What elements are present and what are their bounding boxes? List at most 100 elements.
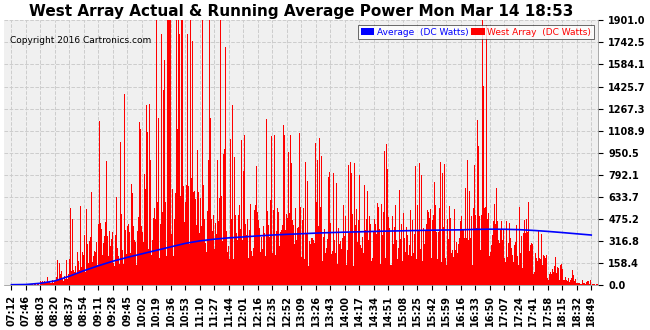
Bar [139,122,140,285]
Bar [510,238,511,285]
Bar [315,144,316,285]
Bar [167,20,168,285]
Bar [384,151,385,285]
Bar [269,237,270,285]
Bar [163,209,164,285]
Bar [458,244,459,285]
Bar [160,198,161,285]
Bar [421,175,422,285]
Bar [519,207,520,285]
Bar [409,245,410,285]
Bar [171,234,172,285]
Bar [415,166,416,285]
Bar [564,280,565,285]
Bar [87,244,88,285]
Bar [240,140,242,285]
Bar [545,258,546,285]
Bar [561,264,562,285]
Bar [467,219,469,285]
Bar [263,226,264,285]
Bar [411,256,412,285]
Bar [57,260,58,285]
Bar [446,265,447,285]
Bar [498,240,499,285]
Bar [547,278,548,285]
Bar [166,256,167,285]
Bar [573,275,574,285]
Bar [105,222,106,285]
Bar [173,204,174,285]
Bar [236,251,237,285]
Bar [532,244,533,285]
Bar [402,261,403,285]
Bar [81,267,82,285]
Bar [132,192,133,285]
Bar [262,249,263,285]
Bar [321,156,322,285]
Bar [557,271,558,285]
Bar [347,250,348,285]
Bar [229,259,230,285]
Bar [60,274,61,285]
Bar [296,205,298,285]
Bar [272,138,274,285]
Bar [148,248,149,285]
Bar [362,238,363,285]
Bar [221,196,222,285]
Bar [131,184,132,285]
Bar [164,47,166,285]
Bar [431,264,432,285]
Bar [335,208,337,285]
Bar [365,230,366,285]
Bar [604,284,605,285]
Bar [226,231,227,285]
Bar [407,235,408,285]
Bar [485,207,486,285]
Bar [203,185,204,285]
Bar [526,219,527,285]
Bar [140,129,141,285]
Bar [373,231,374,285]
Bar [490,252,491,285]
Bar [576,275,577,285]
Bar [345,216,346,285]
Bar [569,281,570,285]
Bar [314,244,315,285]
Bar [244,135,245,285]
Bar [102,255,103,285]
Bar [312,238,313,285]
Bar [436,232,437,285]
Bar [68,274,69,285]
Bar [596,284,597,285]
Bar [380,264,381,285]
Bar [488,213,489,285]
Bar [268,225,269,285]
Bar [533,274,534,285]
Bar [252,256,253,285]
Bar [94,251,95,285]
Bar [395,205,396,285]
Bar [412,220,413,285]
Bar [201,226,202,285]
Bar [234,157,235,285]
Bar [146,151,148,285]
Bar [125,259,126,285]
Bar [552,269,553,285]
Bar [325,253,326,285]
Bar [370,230,371,285]
Bar [317,160,318,285]
Bar [76,274,77,285]
Bar [374,219,375,285]
Bar [177,20,179,285]
Bar [353,266,354,285]
Bar [119,264,120,285]
Bar [442,173,443,285]
Bar [398,248,399,285]
Bar [184,222,185,285]
Bar [603,284,604,285]
Bar [477,119,478,285]
Bar [206,252,207,285]
Title: West Array Actual & Running Average Power Mon Mar 14 18:53: West Array Actual & Running Average Powe… [29,4,573,19]
Bar [578,284,579,285]
Bar [75,273,76,285]
